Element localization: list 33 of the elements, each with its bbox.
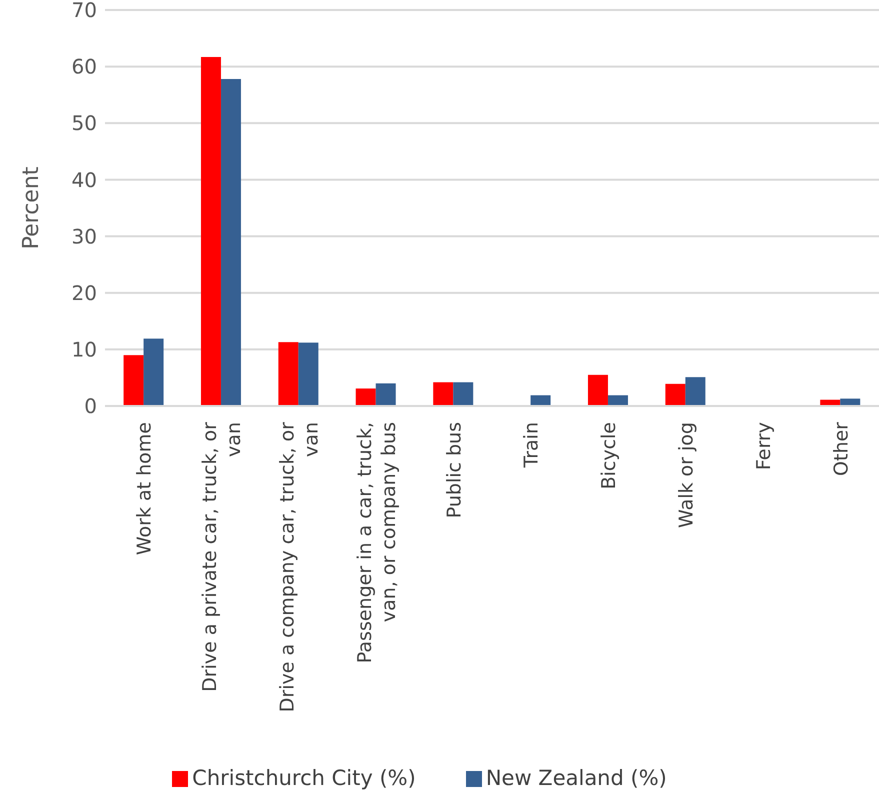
x-tick-label: Walk or jog — [676, 422, 698, 528]
bar — [356, 388, 376, 406]
bar — [278, 342, 298, 406]
bar — [376, 383, 396, 406]
bar — [220, 79, 241, 406]
x-tick-label: Other — [830, 422, 852, 476]
bar — [144, 338, 164, 406]
bar — [685, 377, 706, 406]
x-tick-label: Drive a company car, truck, or van — [276, 422, 322, 712]
bar — [453, 382, 474, 406]
bar — [665, 384, 686, 406]
x-tick-label: Ferry — [752, 422, 775, 470]
y-tick-label: 60 — [72, 54, 97, 79]
x-tick-label: Bicycle — [598, 422, 620, 490]
x-tick-label: Work at home — [134, 422, 156, 556]
y-axis-title: Percent — [18, 166, 44, 250]
bar — [298, 342, 318, 406]
bar — [124, 355, 144, 406]
bar — [588, 374, 608, 406]
bar — [433, 382, 454, 406]
y-tick-label: 10 — [72, 338, 97, 362]
x-tick-label: Drive a private car, truck, or van — [199, 422, 246, 692]
legend-label: New Zealand (%) — [486, 766, 667, 790]
y-tick-label: 70 — [72, 0, 97, 22]
y-tick-label: 20 — [72, 280, 97, 305]
y-tick-label: 0 — [84, 394, 97, 418]
legend-label: Christchurch City (%) — [192, 766, 416, 790]
bar — [200, 56, 221, 406]
y-tick-label: 30 — [72, 224, 97, 248]
x-tick-label: Train — [520, 422, 543, 469]
x-tick-label: Public bus — [443, 422, 466, 518]
y-tick-label: 40 — [72, 168, 97, 192]
y-tick-label: 50 — [72, 111, 97, 136]
